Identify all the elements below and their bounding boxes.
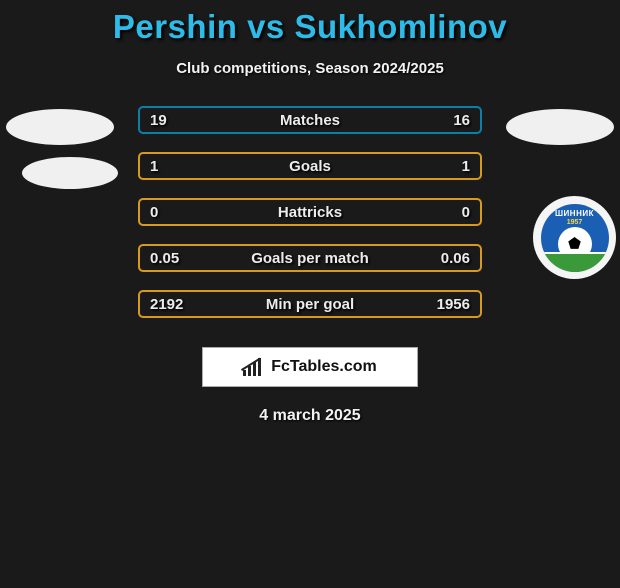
stat-bar: 1 Goals 1 bbox=[138, 152, 482, 180]
brand-text: FcTables.com bbox=[271, 358, 377, 376]
stat-row: 2192 Min per goal 1956 bbox=[0, 289, 620, 335]
stat-bar: 2192 Min per goal 1956 bbox=[138, 290, 482, 318]
stat-right-value: 1956 bbox=[437, 296, 470, 313]
stat-right-value: 1 bbox=[462, 158, 470, 175]
subtitle: Club competitions, Season 2024/2025 bbox=[0, 60, 620, 77]
player1-avatar-placeholder bbox=[22, 157, 118, 189]
stat-bar: 0.05 Goals per match 0.06 bbox=[138, 244, 482, 272]
stats-stage: 19 Matches 16 1 Goals 1 ШИННИК 1957 0 Ha… bbox=[0, 105, 620, 425]
chart-icon bbox=[243, 358, 265, 376]
stat-row: 1 Goals 1 ШИННИК 1957 bbox=[0, 151, 620, 197]
stat-bar: 0 Hattricks 0 bbox=[138, 198, 482, 226]
stat-label: Min per goal bbox=[140, 296, 480, 313]
stat-right-value: 0.06 bbox=[441, 250, 470, 267]
stat-right-value: 16 bbox=[453, 112, 470, 129]
date-text: 4 march 2025 bbox=[0, 407, 620, 425]
stat-label: Matches bbox=[140, 112, 480, 129]
stat-right-value: 0 bbox=[462, 204, 470, 221]
player2-avatar-placeholder bbox=[506, 109, 614, 145]
stat-bar: 19 Matches 16 bbox=[138, 106, 482, 134]
page-title: Pershin vs Sukhomlinov bbox=[0, 8, 620, 46]
stat-row: 19 Matches 16 bbox=[0, 105, 620, 151]
brand-box[interactable]: FcTables.com bbox=[202, 347, 418, 387]
player1-avatar-placeholder bbox=[6, 109, 114, 145]
stat-row: 0.05 Goals per match 0.06 bbox=[0, 243, 620, 289]
stat-label: Hattricks bbox=[140, 204, 480, 221]
stat-label: Goals bbox=[140, 158, 480, 175]
stat-label: Goals per match bbox=[140, 250, 480, 267]
stat-row: 0 Hattricks 0 bbox=[0, 197, 620, 243]
